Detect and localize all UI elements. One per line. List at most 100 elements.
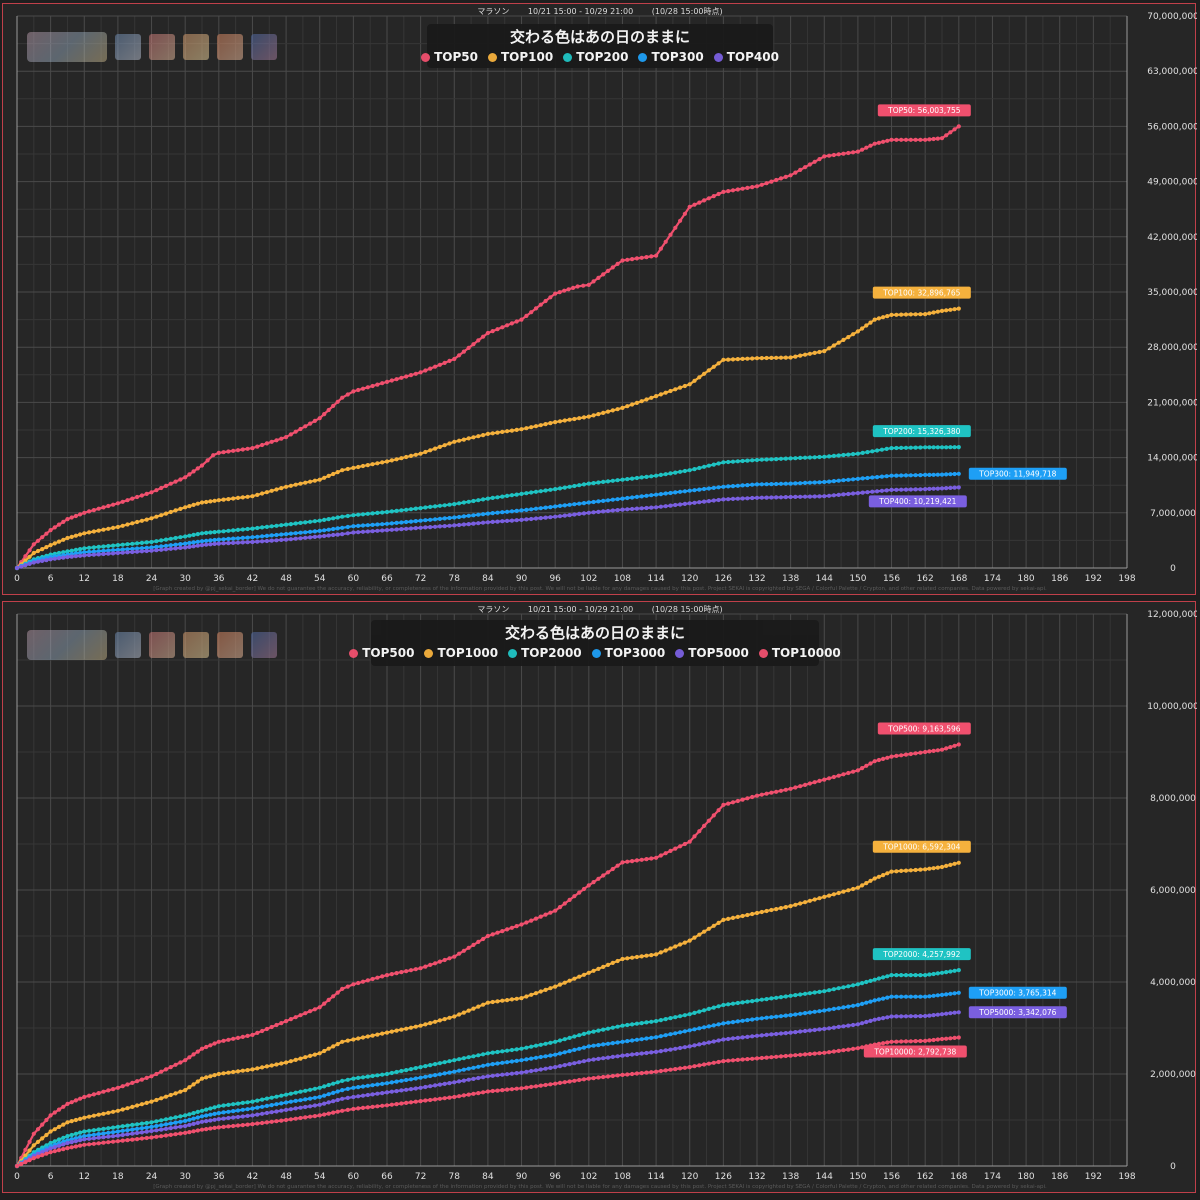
x-tick-label: 168 bbox=[950, 574, 967, 584]
data-point bbox=[697, 932, 702, 937]
data-point bbox=[226, 1115, 231, 1121]
data-point bbox=[389, 458, 394, 463]
data-point bbox=[96, 1091, 101, 1096]
data-point bbox=[279, 1101, 284, 1106]
data-point bbox=[240, 535, 245, 541]
data-point bbox=[668, 503, 673, 508]
data-point bbox=[716, 920, 721, 925]
data-point bbox=[269, 439, 274, 444]
data-point bbox=[860, 981, 865, 986]
data-point bbox=[658, 950, 664, 955]
data-point bbox=[317, 1051, 322, 1056]
data-point bbox=[226, 1102, 231, 1107]
data-point bbox=[73, 513, 78, 519]
data-point bbox=[769, 457, 774, 462]
character-icon bbox=[149, 632, 175, 658]
data-point bbox=[860, 147, 865, 152]
data-point bbox=[881, 315, 886, 320]
data-point bbox=[317, 518, 322, 523]
series-top500: TOP500: 9,163,596 bbox=[14, 722, 971, 1169]
data-point bbox=[952, 861, 957, 866]
data-point bbox=[788, 904, 793, 909]
x-tick-label: 132 bbox=[748, 1172, 765, 1182]
data-point bbox=[442, 524, 447, 529]
y-tick-label: 6,000,000 bbox=[1150, 886, 1196, 896]
data-point bbox=[423, 1084, 428, 1090]
data-point bbox=[956, 742, 961, 747]
end-label-text: TOP500: 9,163,596 bbox=[887, 724, 961, 733]
data-point bbox=[264, 490, 269, 495]
data-point bbox=[864, 881, 869, 886]
data-point bbox=[851, 886, 856, 892]
data-point bbox=[918, 1014, 923, 1019]
data-point bbox=[461, 1093, 466, 1098]
data-point bbox=[889, 1014, 894, 1019]
data-point bbox=[706, 926, 712, 931]
data-point bbox=[380, 381, 385, 386]
data-point bbox=[649, 395, 654, 400]
data-point bbox=[884, 446, 889, 451]
data-point bbox=[335, 1097, 340, 1103]
x-tick-label: 120 bbox=[681, 574, 698, 584]
data-point bbox=[173, 1115, 178, 1120]
data-point bbox=[413, 967, 418, 972]
data-point bbox=[562, 1080, 567, 1085]
data-point bbox=[73, 1117, 78, 1123]
data-point bbox=[221, 529, 226, 534]
data-point bbox=[216, 450, 221, 455]
data-point bbox=[750, 794, 755, 800]
data-point bbox=[553, 514, 558, 519]
data-point bbox=[433, 1073, 438, 1078]
data-point bbox=[509, 1059, 514, 1064]
data-point bbox=[774, 177, 779, 183]
data-point bbox=[345, 1086, 350, 1091]
y-tick-label: 21,000,000 bbox=[1147, 398, 1197, 408]
series-top200: TOP200: 15,326,380 bbox=[14, 425, 971, 571]
data-point bbox=[308, 1009, 313, 1014]
data-point bbox=[44, 558, 49, 563]
data-point bbox=[903, 1014, 909, 1019]
data-point bbox=[793, 1030, 798, 1035]
data-point bbox=[82, 550, 87, 555]
data-point bbox=[798, 481, 803, 486]
data-point bbox=[82, 1115, 87, 1120]
data-point bbox=[788, 1013, 793, 1018]
data-point bbox=[433, 517, 438, 522]
data-point bbox=[630, 495, 635, 500]
data-point bbox=[654, 1035, 659, 1040]
data-point bbox=[630, 1022, 635, 1027]
data-point bbox=[903, 473, 909, 478]
data-point bbox=[340, 1096, 345, 1101]
data-point bbox=[399, 520, 404, 525]
data-point bbox=[476, 1053, 481, 1058]
data-point bbox=[375, 1091, 380, 1096]
data-point bbox=[442, 957, 447, 963]
data-point bbox=[841, 772, 846, 777]
data-point bbox=[868, 143, 873, 148]
data-point bbox=[567, 1035, 572, 1040]
data-point bbox=[750, 1034, 755, 1039]
data-point bbox=[644, 1070, 649, 1075]
data-point bbox=[183, 534, 188, 539]
data-point bbox=[149, 490, 154, 495]
legend-marker bbox=[487, 52, 497, 62]
data-point bbox=[678, 489, 683, 494]
data-point bbox=[562, 288, 567, 293]
data-point bbox=[125, 547, 130, 552]
data-point bbox=[807, 1051, 813, 1057]
data-point bbox=[255, 492, 260, 497]
data-point bbox=[903, 752, 909, 757]
data-point bbox=[120, 1138, 125, 1143]
data-point bbox=[939, 747, 945, 752]
data-point bbox=[605, 870, 611, 875]
data-point bbox=[702, 464, 707, 469]
data-point bbox=[345, 1077, 350, 1082]
data-point bbox=[948, 969, 953, 974]
data-point bbox=[851, 477, 856, 482]
data-point bbox=[822, 1050, 827, 1055]
data-point bbox=[803, 352, 808, 357]
data-point bbox=[668, 848, 673, 853]
data-point bbox=[490, 329, 495, 334]
data-point bbox=[577, 501, 582, 506]
data-point bbox=[312, 529, 317, 534]
